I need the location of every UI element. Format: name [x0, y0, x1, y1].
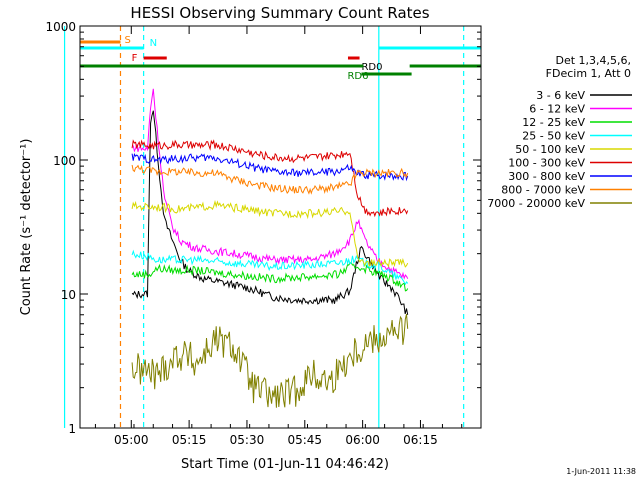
series-line-6	[131, 153, 409, 182]
series-line-8	[131, 313, 409, 408]
series-line-7	[131, 164, 409, 195]
x-axis-label: Start Time (01-Jun-11 04:46:42)	[181, 457, 389, 472]
footer-timestamp: 1-Jun-2011 11:38	[566, 467, 636, 476]
legend-label: 25 - 50 keV	[522, 130, 585, 143]
legend-label: 300 - 800 keV	[508, 170, 585, 183]
legend-label: 50 - 100 keV	[515, 143, 585, 156]
legend-label: 7000 - 20000 keV	[487, 197, 585, 210]
legend-label: 12 - 25 keV	[522, 116, 585, 129]
x-tick-label: 05:30	[230, 433, 265, 447]
y-tick-label: 1	[68, 422, 76, 436]
y-tick-label: 10	[61, 288, 76, 302]
series-line-2	[131, 261, 409, 292]
y-axis: 1 10 100 1000	[45, 20, 481, 436]
flag-label-s: S	[124, 35, 130, 46]
legend-header-line: Det 1,3,4,5,6,	[555, 54, 631, 67]
x-tick-label: 05:45	[287, 433, 322, 447]
series-line-5	[131, 139, 409, 218]
chart-title: HESSI Observing Summary Count Rates	[130, 4, 429, 22]
x-axis: 05:00 05:15 05:30 05:45 06:00 06:15	[94, 26, 463, 447]
y-axis-label: Count Rate (s⁻¹ detector⁻¹)	[19, 139, 34, 316]
x-tick-label: 06:00	[345, 433, 380, 447]
y-tick-label: 1000	[45, 20, 76, 34]
y-tick-label: 100	[53, 154, 76, 168]
series-line-3	[131, 249, 409, 286]
x-tick-label: 06:15	[403, 433, 438, 447]
plot-frame	[79, 25, 482, 429]
legend-header-line: FDecim 1, Att 0	[546, 67, 631, 80]
series-line-4	[131, 199, 409, 268]
flag-label-rd6: RD6	[347, 71, 368, 82]
legend-label: 100 - 300 keV	[508, 157, 585, 170]
x-tick-label: 05:15	[172, 433, 207, 447]
series-line-1	[131, 88, 409, 280]
flag-label-n: N	[150, 38, 157, 49]
legend-label: 800 - 7000 keV	[501, 184, 585, 197]
flag-label-rd0: RD0	[361, 62, 382, 73]
flag-label-f: F	[132, 53, 138, 64]
legend-label: 6 - 12 keV	[529, 103, 585, 116]
series-line-0	[131, 110, 409, 315]
legend: Det 1,3,4,5,6,FDecim 1, Att 0 3 - 6 keV6 …	[487, 54, 632, 210]
x-tick-label: 05:00	[114, 433, 149, 447]
legend-label: 3 - 6 keV	[536, 89, 585, 102]
